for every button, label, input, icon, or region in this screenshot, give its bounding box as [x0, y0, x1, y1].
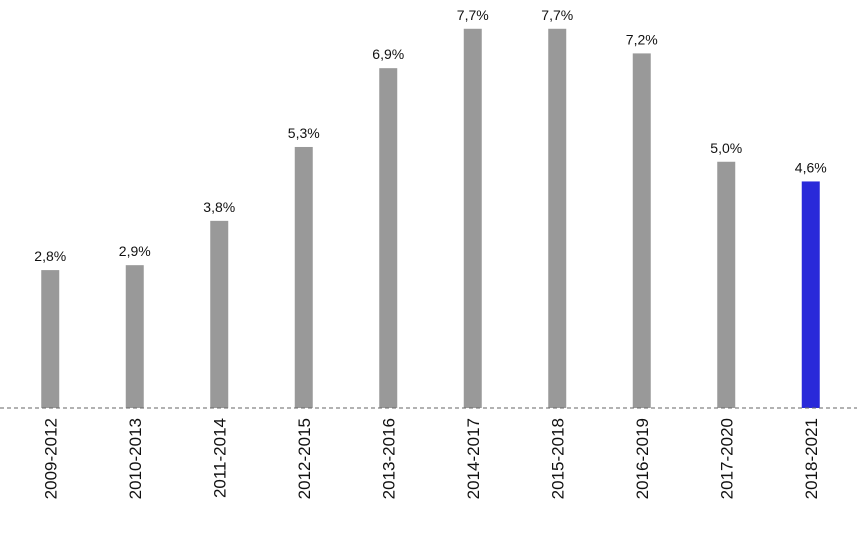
x-tick-label: 2012-2015 — [295, 418, 314, 499]
x-tick-label: 2017-2020 — [717, 418, 736, 499]
value-label: 2,9% — [119, 243, 151, 259]
x-tick-label: 2009-2012 — [41, 418, 60, 499]
bar — [210, 220, 229, 408]
bar — [801, 181, 820, 408]
value-label: 7,7% — [457, 7, 489, 23]
x-tick-label: 2013-2016 — [379, 418, 398, 499]
x-tick-label: 2016-2019 — [633, 418, 652, 499]
bar — [632, 53, 651, 409]
value-label: 4,6% — [795, 159, 827, 175]
x-tick-label: 2010-2013 — [126, 418, 145, 499]
x-tick-label: 2015-2018 — [548, 418, 567, 499]
value-label: 6,9% — [372, 46, 404, 62]
value-label: 3,8% — [203, 199, 235, 215]
x-tick-label: 2014-2017 — [464, 418, 483, 499]
x-tick-label: 2018-2021 — [802, 418, 821, 499]
bar — [379, 68, 398, 409]
bar — [548, 28, 567, 409]
bar — [41, 270, 60, 408]
x-tick-label: 2011-2014 — [210, 418, 229, 498]
value-label: 5,0% — [710, 140, 742, 156]
bar — [125, 265, 144, 408]
value-label: 7,7% — [541, 7, 573, 23]
value-label: 7,2% — [626, 31, 658, 47]
bar — [717, 161, 736, 408]
value-label: 2,8% — [34, 248, 66, 264]
bar — [463, 28, 482, 409]
value-label: 5,3% — [288, 125, 320, 141]
bar — [294, 146, 313, 408]
